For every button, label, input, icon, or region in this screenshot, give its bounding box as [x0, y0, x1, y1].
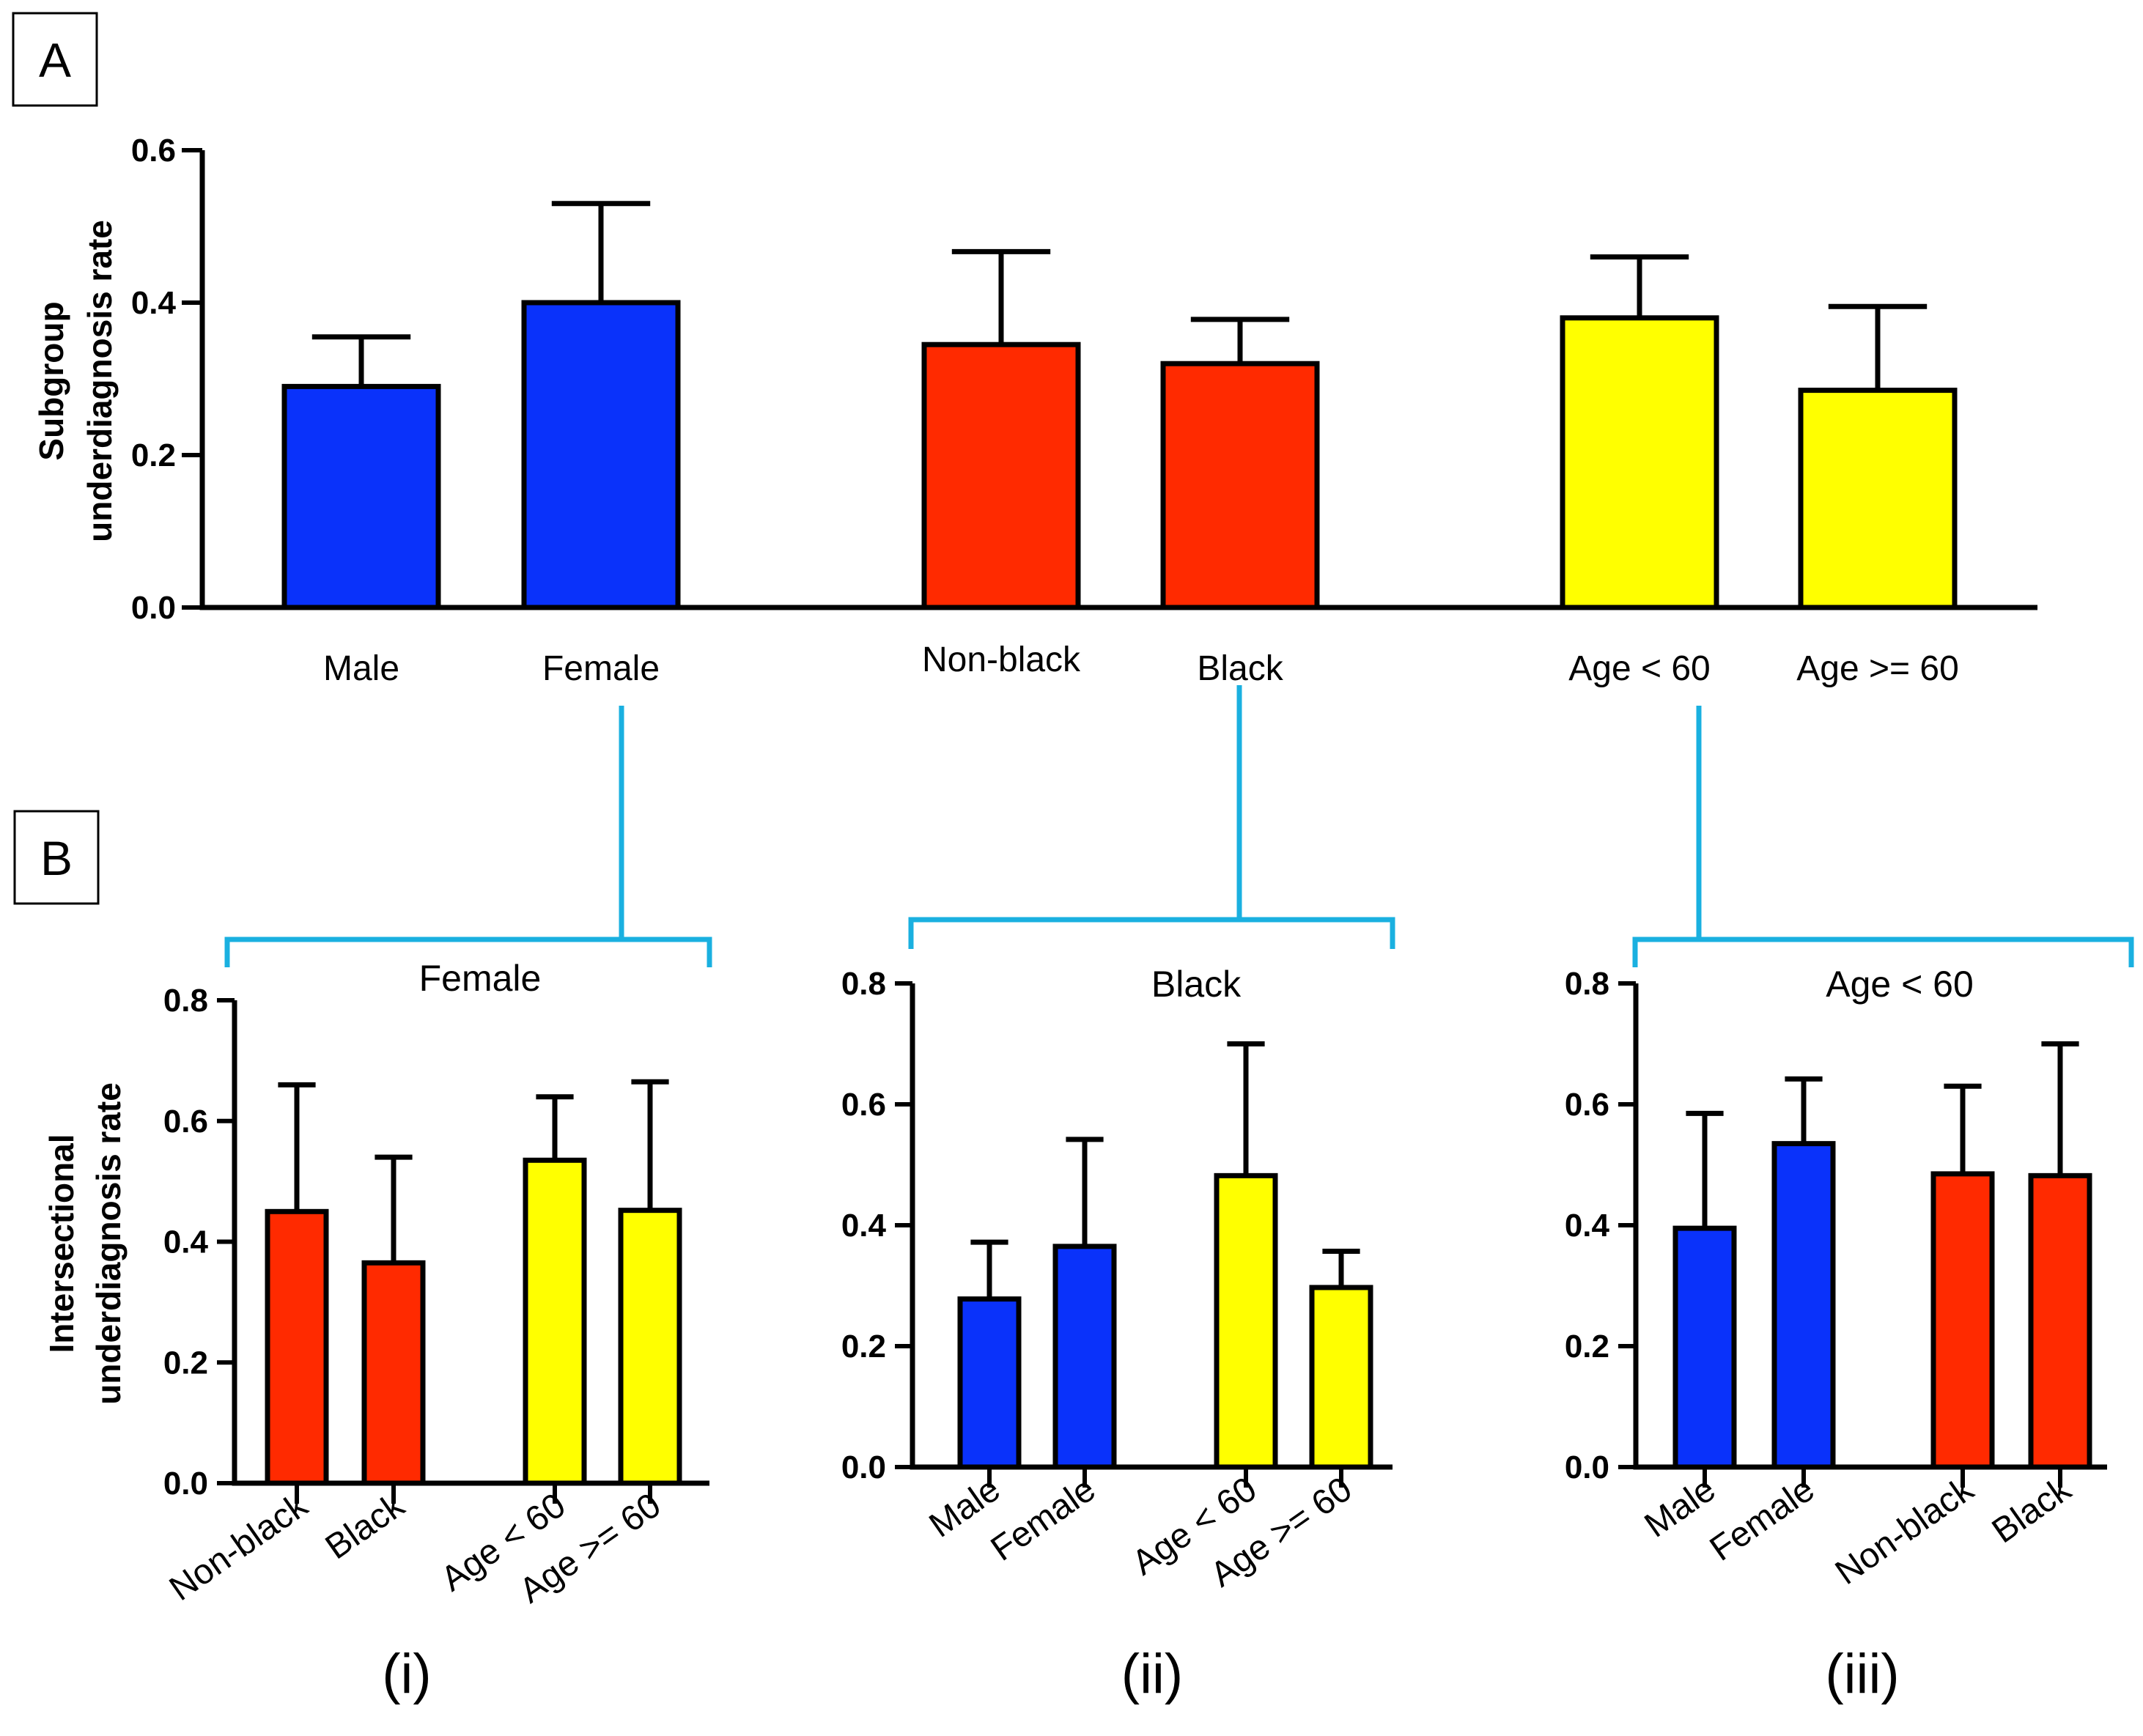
error-bar-non-black: [951, 248, 1051, 345]
error-bar-age-lt-60: [1590, 254, 1689, 318]
bar-age-gte-60: [618, 1208, 682, 1486]
y-tick-label: 0.4: [163, 1225, 209, 1260]
error-bar-age-gte-60: [1322, 1248, 1360, 1288]
x-label-non-black: Non-black: [922, 640, 1081, 679]
panel-a-letter: A: [39, 33, 71, 87]
bar-black: [2028, 1172, 2092, 1470]
error-bar-non-black: [1944, 1083, 1982, 1174]
y-tick-label: 0.4: [841, 1208, 887, 1244]
chart-title: Black: [1151, 964, 1242, 1005]
bar-age-gte-60: [1309, 1285, 1373, 1470]
bar-female: [1052, 1244, 1117, 1470]
y-tick-label: 0.6: [1565, 1087, 1609, 1123]
x-label-black: Black: [1985, 1469, 2079, 1551]
chart-title: Age < 60: [1826, 964, 1974, 1005]
panel-numeral: (i): [382, 1643, 432, 1705]
panel-b-letter: B: [40, 831, 73, 885]
error-bar-female: [1785, 1076, 1823, 1144]
x-label-non-black: Non-black: [163, 1485, 315, 1608]
y-tick-label: 0.6: [131, 133, 176, 169]
y-tick-label: 0.2: [163, 1345, 208, 1381]
x-label-female: Female: [542, 649, 660, 688]
error-bar-male: [970, 1239, 1008, 1299]
error-bar-non-black: [278, 1082, 316, 1212]
panel-a-label: A: [12, 12, 98, 107]
connector-brackets: [224, 685, 2134, 967]
y-tick-label: 0.8: [1565, 966, 1609, 1002]
bar-age-lt-60: [1214, 1172, 1278, 1470]
panel-numeral: (ii): [1121, 1643, 1183, 1705]
y-tick-label: 0.2: [841, 1329, 886, 1364]
bar-non-black: [265, 1208, 329, 1486]
x-label-non-black: Non-black: [1829, 1469, 1981, 1592]
chart-panel-a: 0.0 0.2 0.4 0.6 Male Female Non-black Black Age …: [32, 133, 2037, 688]
bracket-age-under-60: [1632, 706, 2134, 967]
x-label-male: Male: [323, 649, 399, 688]
y-tick-label: 0.0: [841, 1449, 886, 1485]
bar-age-lt-60: [523, 1157, 587, 1486]
panel-numeral: (iii): [1825, 1643, 1899, 1705]
y-tick-label: 0.6: [841, 1087, 886, 1123]
y-tick-label: 0.8: [163, 983, 208, 1019]
bar-male: [1672, 1225, 1737, 1470]
y-tick-label: 0.2: [1565, 1329, 1609, 1364]
y-tick-label: 0.0: [1565, 1449, 1609, 1485]
y-axis-label-line: underdiagnosis rate: [89, 1082, 128, 1405]
error-bar-black: [1190, 317, 1290, 364]
error-bar-male: [1686, 1110, 1724, 1229]
bar-black: [361, 1260, 426, 1486]
error-bar-female: [551, 201, 651, 303]
y-tick-label: 0.6: [163, 1104, 208, 1140]
bar-non-black: [921, 341, 1081, 610]
y-tick-label: 0.8: [841, 966, 886, 1002]
y-tick-label: 0.2: [131, 437, 176, 473]
error-bar-age-lt-60: [536, 1094, 574, 1161]
y-axis-label: Intersectional underdiagnosis rate: [43, 1082, 128, 1405]
bracket-female: [224, 706, 712, 967]
y-tick-label: 0.4: [1565, 1208, 1610, 1244]
error-bar-black: [2041, 1041, 2079, 1176]
bracket-black: [908, 685, 1395, 949]
bar-female: [1771, 1141, 1836, 1470]
bar-male: [281, 383, 441, 610]
error-bar-male: [311, 334, 411, 387]
error-bar-age-lt-60: [1227, 1041, 1265, 1176]
bar-age-lt-60: [1560, 315, 1719, 610]
error-bar-age-gte-60: [1828, 303, 1928, 391]
x-label-female: Female: [984, 1470, 1103, 1569]
axes: [199, 150, 2037, 610]
x-label-black: Black: [319, 1485, 412, 1567]
y-tick-label: 0.0: [131, 590, 176, 626]
y-tick-label: 0.0: [163, 1466, 208, 1502]
bar-female: [521, 300, 681, 610]
y-axis-label-line: underdiagnosis rate: [81, 220, 119, 542]
bar-non-black: [1930, 1171, 1995, 1470]
error-bar-age-gte-60: [631, 1079, 669, 1211]
y-axis-label: Subgroup underdiagnosis rate: [32, 220, 119, 542]
chart-title: Female: [419, 958, 542, 999]
bar-age-gte-60: [1798, 388, 1958, 610]
x-label-age-lt-60: Age < 60: [1568, 649, 1711, 688]
y-axis-label-line: Subgroup: [32, 301, 70, 460]
error-bar-female: [1066, 1137, 1104, 1246]
x-label-black: Black: [1197, 649, 1283, 688]
error-bar-black: [375, 1154, 413, 1263]
panel-b-label: B: [13, 810, 100, 905]
y-tick-label: 0.4: [131, 285, 177, 321]
y-axis-label-line: Intersectional: [43, 1134, 81, 1353]
bar-male: [957, 1296, 1022, 1470]
x-label-age-gte-60: Age >= 60: [1796, 649, 1959, 688]
x-label-female: Female: [1703, 1470, 1822, 1569]
bar-black: [1160, 361, 1320, 610]
